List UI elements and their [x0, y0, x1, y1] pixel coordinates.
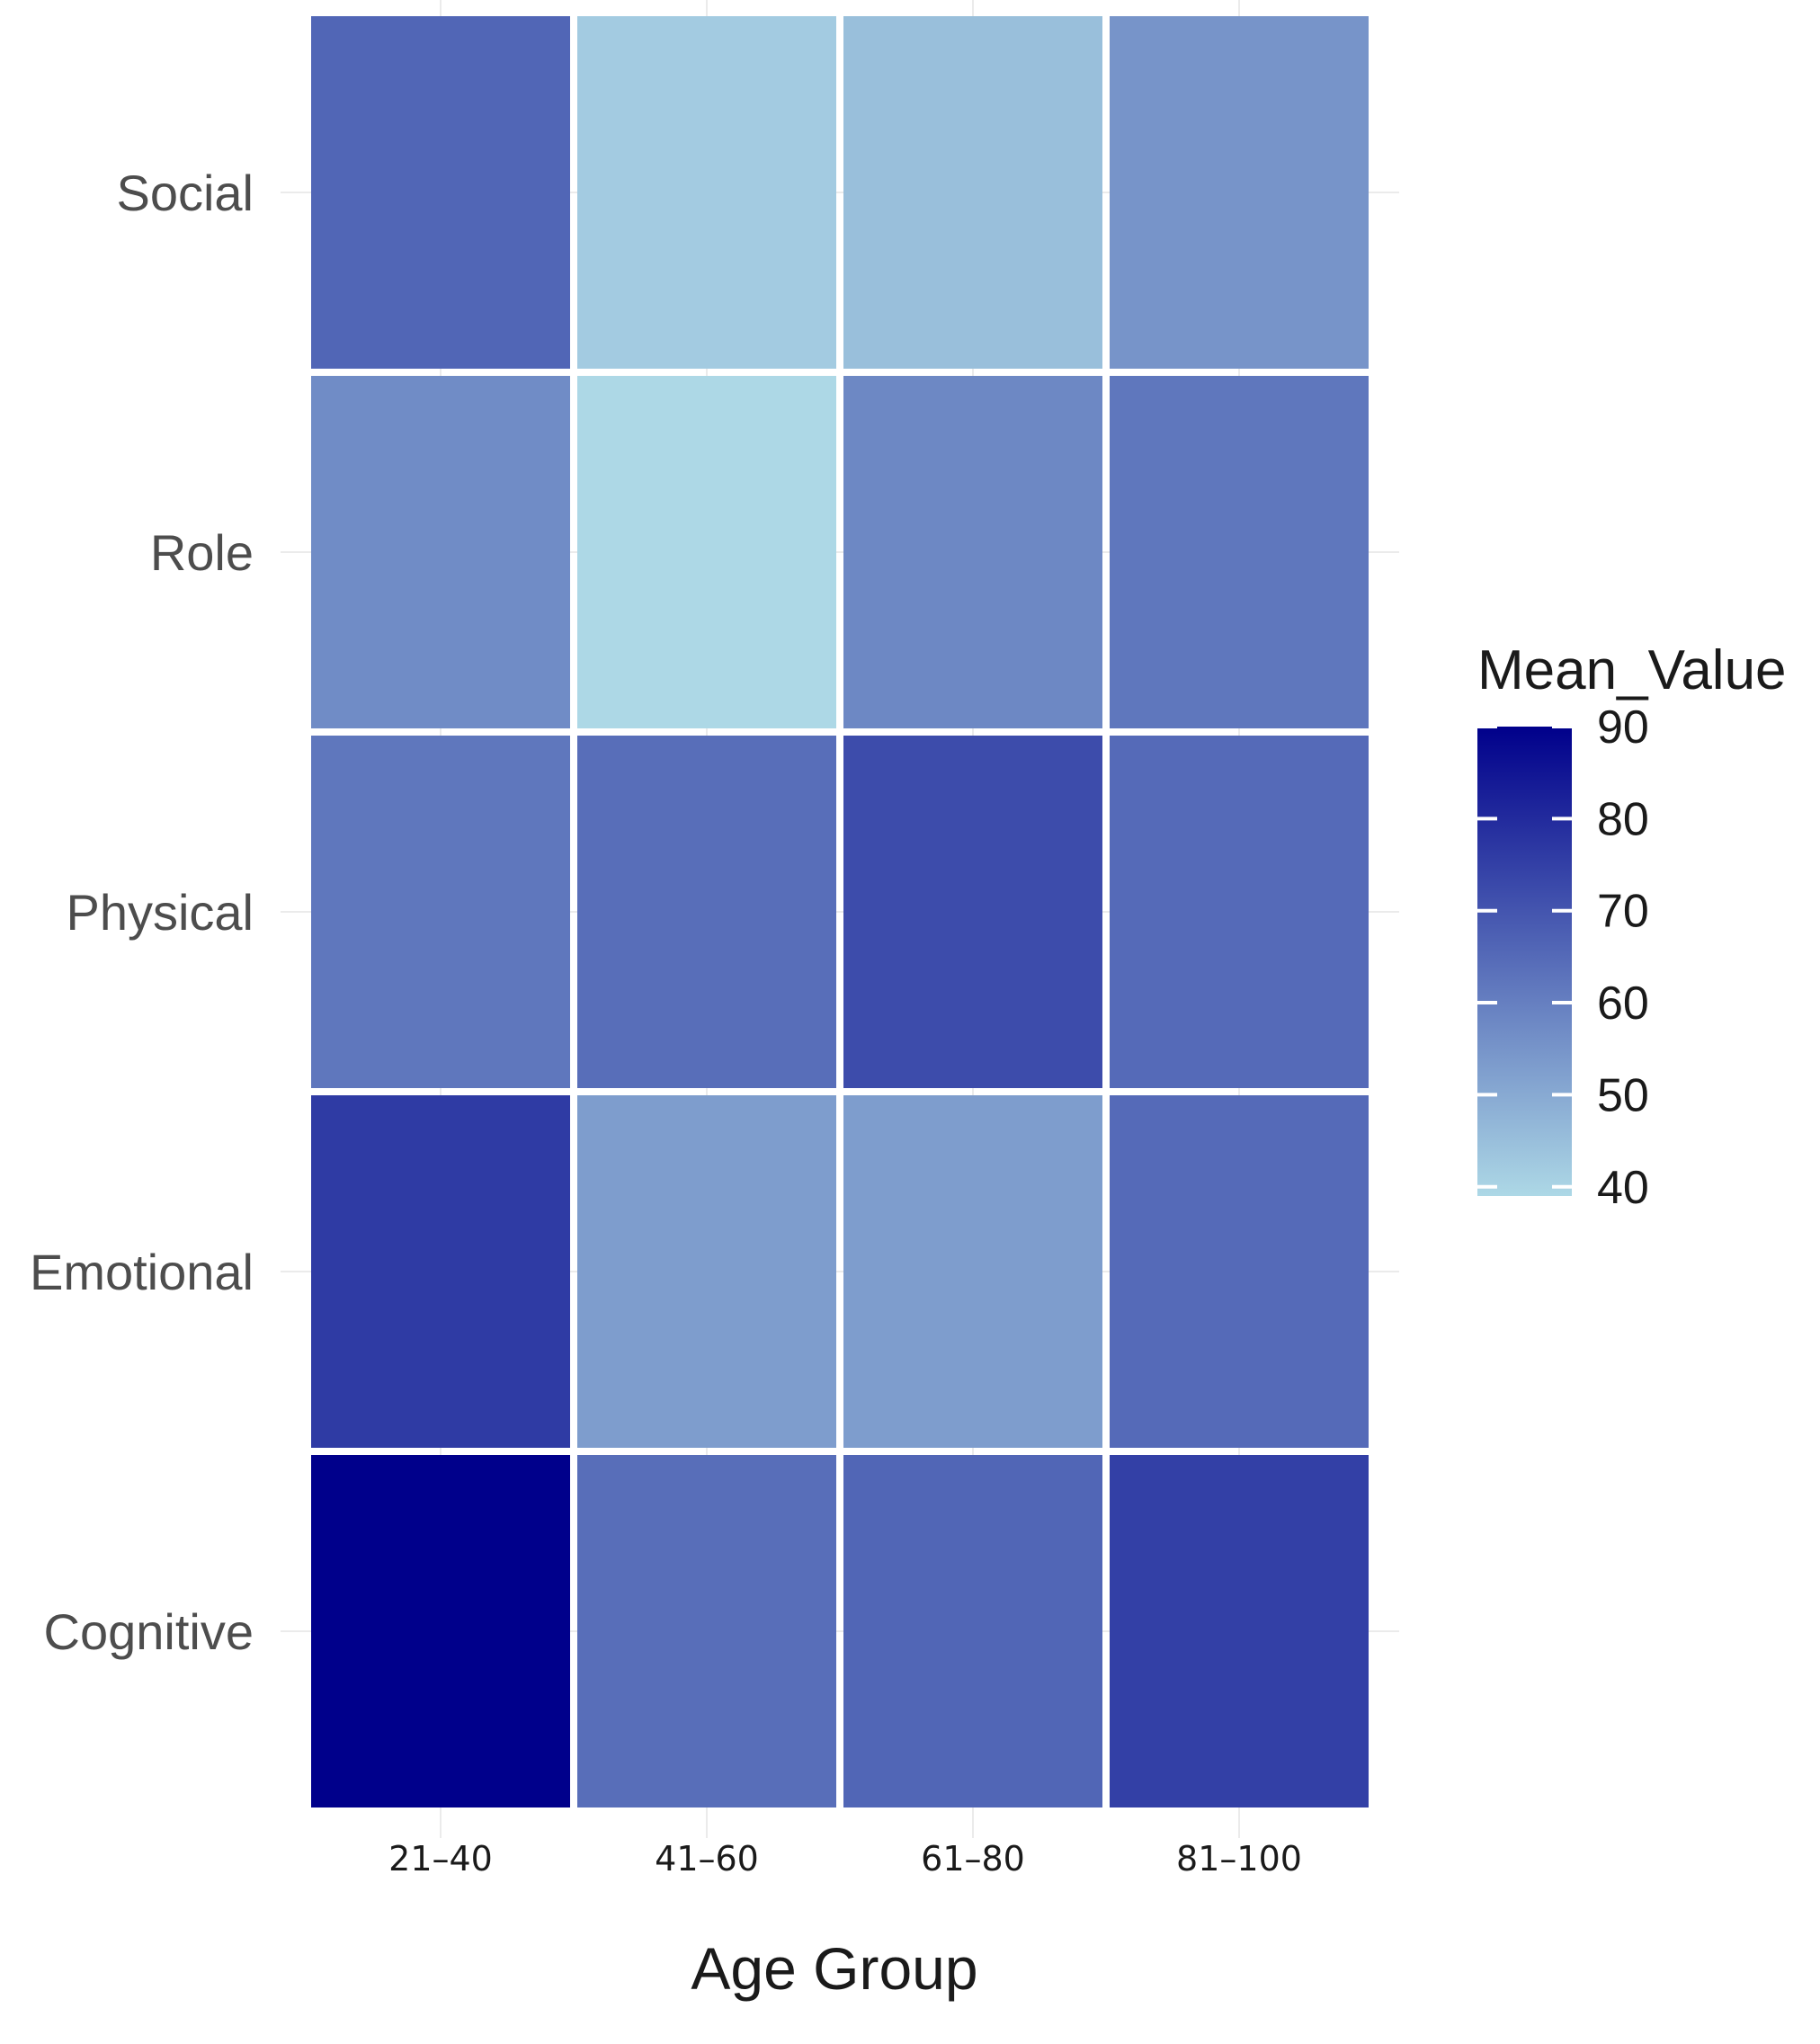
legend-tick-label: 90 — [1597, 701, 1649, 754]
heatmap-cell — [843, 16, 1102, 369]
color-legend: Mean_Value 90 80 70 60 50 40 — [1477, 639, 1787, 1214]
heatmap-cell — [311, 1455, 570, 1807]
y-tick-label: Social — [116, 165, 254, 221]
heatmap-cell — [843, 376, 1102, 728]
heatmap-cell — [1110, 16, 1369, 369]
heatmap-cell — [311, 16, 570, 369]
heatmap-cell — [577, 16, 836, 369]
heatmap-cell — [577, 376, 836, 728]
legend-title: Mean_Value — [1477, 639, 1787, 701]
x-tick-label: 41–60 — [655, 1839, 759, 1879]
x-tick-label: 81–100 — [1176, 1839, 1302, 1879]
legend-tick-label: 60 — [1597, 977, 1649, 1030]
heatmap-cell — [311, 736, 570, 1088]
x-axis: 21–40 41–60 61–80 81–100 — [388, 1839, 1302, 1879]
heatmap-cell — [843, 736, 1102, 1088]
x-axis-title: Age Group — [691, 1935, 977, 2002]
y-tick-label: Emotional — [30, 1244, 254, 1300]
heatmap-cell — [311, 1095, 570, 1448]
legend-tick-label: 50 — [1597, 1069, 1649, 1121]
heatmap-cell — [311, 376, 570, 728]
heatmap-cell — [577, 736, 836, 1088]
x-tick-label: 61–80 — [921, 1839, 1025, 1879]
heatmap-cell — [1110, 376, 1369, 728]
heatmap-cell — [1110, 1455, 1369, 1807]
heatmap-cell — [843, 1455, 1102, 1807]
legend-tick-label: 40 — [1597, 1162, 1649, 1214]
legend-ticks: 90 80 70 60 50 40 — [1477, 701, 1649, 1214]
legend-colorbar — [1477, 727, 1572, 1196]
x-tick-label: 21–40 — [388, 1839, 493, 1879]
y-tick-label: Cognitive — [44, 1603, 254, 1660]
legend-tick-label: 80 — [1597, 793, 1649, 845]
heatmap-cell — [577, 1455, 836, 1807]
y-tick-label: Role — [150, 524, 254, 581]
y-tick-label: Physical — [66, 884, 254, 941]
heatmap-cell — [577, 1095, 836, 1448]
heatmap-cell — [843, 1095, 1102, 1448]
heatmap-cell — [1110, 1095, 1369, 1448]
legend-tick-label: 70 — [1597, 886, 1649, 938]
heatmap-cell — [1110, 736, 1369, 1088]
heatmap-cells — [311, 16, 1369, 1807]
y-axis: Social Role Physical Emotional Cognitive — [30, 165, 254, 1660]
